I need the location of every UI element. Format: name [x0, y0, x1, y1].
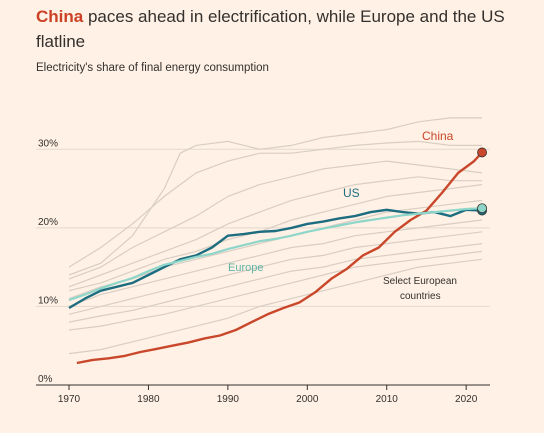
x-tick-label: 2020	[455, 394, 478, 405]
chart-title-highlight: China	[36, 7, 84, 26]
country-line	[68, 176, 483, 288]
china-label: China	[422, 129, 454, 143]
chart-title-rest: paces ahead in electrification, while Eu…	[36, 7, 505, 51]
axes: 0% 10% 20% 30% 1970 1980 1990 2000 2010 2020	[36, 138, 490, 405]
country-line	[68, 258, 483, 355]
y-tick-label: 10%	[38, 295, 58, 306]
countries-label-line1: Select European	[383, 276, 457, 287]
y-tick-label: 0%	[38, 374, 53, 385]
countries-label-line2: countries	[400, 291, 441, 302]
y-tick-label: 30%	[38, 138, 58, 149]
europe-label: Europe	[228, 262, 263, 274]
country-line	[68, 184, 483, 292]
china-line	[76, 151, 483, 365]
china-end-marker	[477, 147, 487, 158]
us-label: US	[343, 186, 360, 200]
country-line	[68, 219, 483, 307]
annotation-layer: China US Europe Select European countrie…	[228, 129, 457, 302]
country-line	[68, 117, 483, 276]
chart-title: China paces ahead in electrification, wh…	[36, 4, 536, 54]
country-line	[68, 140, 483, 268]
highlighted-series	[68, 147, 487, 365]
background-country-lines	[68, 117, 483, 355]
x-tick-label: 1970	[58, 394, 81, 405]
country-line	[68, 160, 483, 280]
country-line	[68, 250, 483, 331]
chart-subtitle: Electricity's share of final energy cons…	[36, 62, 269, 74]
europe-end-marker	[477, 203, 487, 214]
x-tick-label: 1980	[137, 394, 160, 405]
x-tick-label: 2010	[376, 394, 399, 405]
europe-line	[68, 207, 483, 302]
x-tick-label: 1990	[217, 394, 240, 405]
country-line	[68, 231, 483, 315]
x-tick-label: 2000	[296, 394, 319, 405]
y-tick-label: 20%	[38, 217, 58, 228]
country-line	[68, 243, 483, 323]
